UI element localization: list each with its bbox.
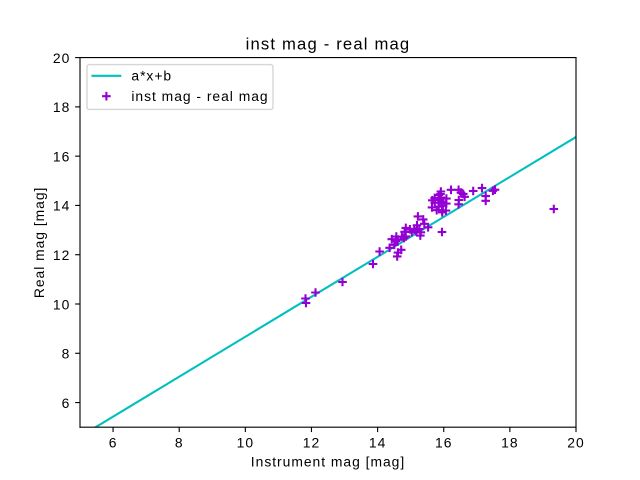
- svg-text:10: 10: [237, 434, 254, 450]
- svg-text:12: 12: [53, 247, 70, 263]
- svg-text:16: 16: [53, 148, 70, 164]
- svg-text:Instrument mag [mag]: Instrument mag [mag]: [251, 453, 405, 469]
- svg-text:14: 14: [53, 198, 70, 214]
- svg-text:8: 8: [175, 434, 184, 450]
- svg-text:inst mag - real mag: inst mag - real mag: [246, 34, 411, 53]
- svg-text:a*x+b: a*x+b: [131, 68, 172, 84]
- svg-text:16: 16: [435, 434, 452, 450]
- svg-text:6: 6: [62, 395, 71, 411]
- svg-text:20: 20: [567, 434, 584, 450]
- svg-text:10: 10: [53, 296, 70, 312]
- svg-text:Real mag [mag]: Real mag [mag]: [31, 187, 47, 299]
- svg-text:8: 8: [62, 346, 71, 362]
- svg-text:12: 12: [303, 434, 320, 450]
- svg-text:20: 20: [53, 50, 70, 66]
- svg-text:6: 6: [109, 434, 118, 450]
- svg-text:18: 18: [501, 434, 518, 450]
- svg-text:inst mag - real mag: inst mag - real mag: [131, 88, 268, 104]
- svg-text:18: 18: [53, 99, 70, 115]
- svg-text:14: 14: [369, 434, 386, 450]
